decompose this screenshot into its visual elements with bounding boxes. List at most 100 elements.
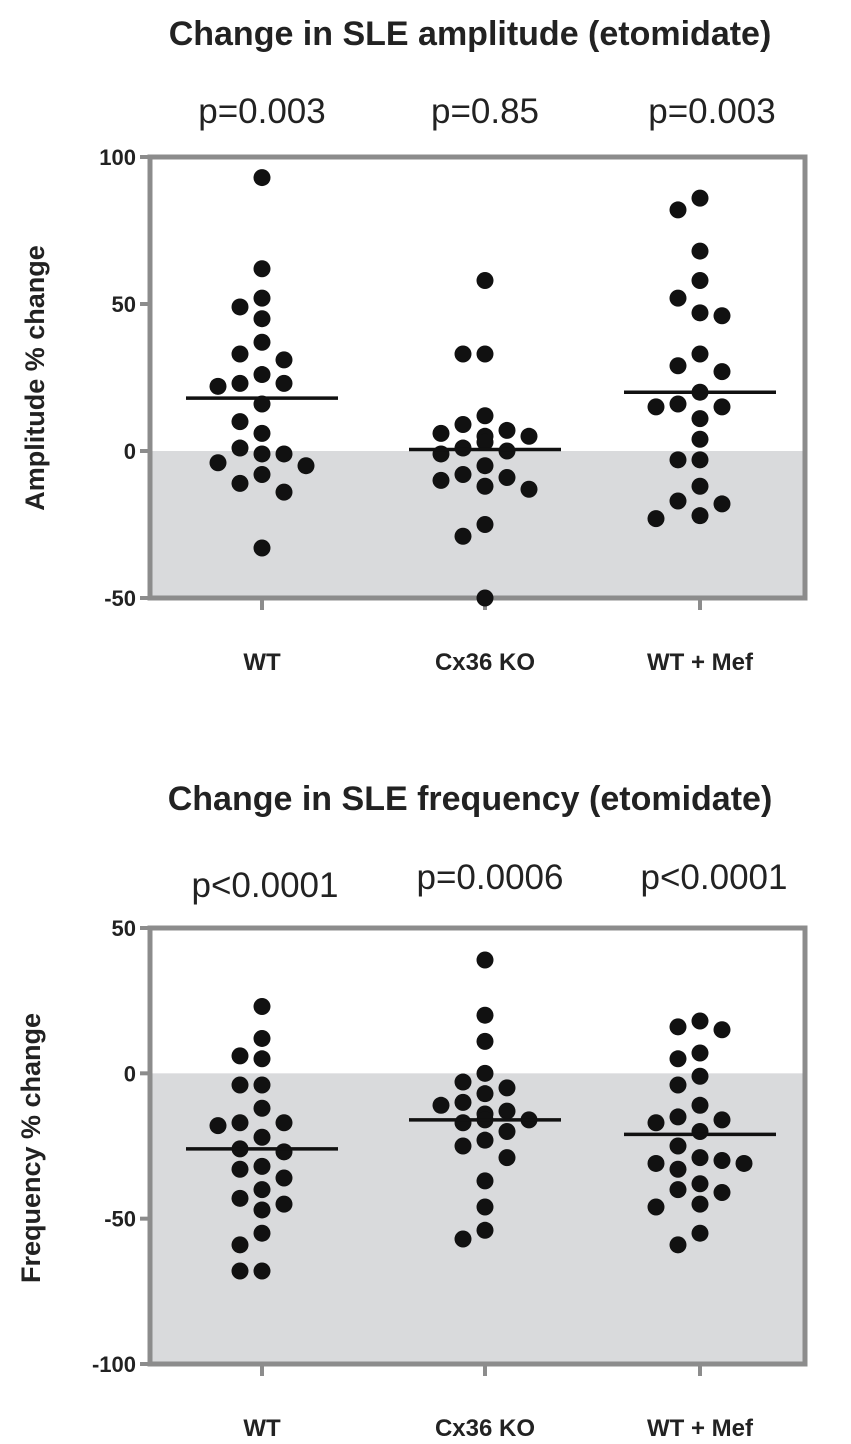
amplitude-y-ticks: -50 0 50 100 — [99, 145, 150, 611]
data-point — [691, 451, 709, 469]
data-point — [275, 1143, 293, 1161]
amplitude-panel: Change in SLE amplitude (etomidate) p=0.… — [20, 15, 808, 676]
data-point — [476, 1064, 494, 1082]
data-point — [253, 445, 271, 463]
data-point — [669, 201, 687, 219]
data-point — [476, 433, 494, 451]
data-point — [253, 1224, 271, 1242]
data-point — [253, 289, 271, 307]
data-point — [253, 310, 271, 328]
y-tick-label: 0 — [124, 439, 136, 464]
data-point — [476, 457, 494, 475]
y-tick-label: 100 — [99, 145, 136, 170]
data-point — [253, 1262, 271, 1280]
data-point — [275, 351, 293, 369]
data-point — [275, 483, 293, 501]
data-point — [476, 1131, 494, 1149]
data-point — [253, 1050, 271, 1068]
data-point — [498, 1149, 516, 1167]
data-point — [669, 1181, 687, 1199]
data-point — [231, 1236, 249, 1254]
y-tick-label: -50 — [104, 1207, 136, 1232]
data-point — [691, 242, 709, 260]
data-point — [647, 1114, 665, 1132]
data-point — [231, 298, 249, 316]
data-point — [691, 1096, 709, 1114]
amplitude-pvalue-wt-mef: p=0.003 — [648, 92, 776, 131]
data-point — [275, 1169, 293, 1187]
frequency-y-axis-label: Frequency % change — [16, 1013, 46, 1283]
data-point — [253, 1029, 271, 1047]
data-point — [231, 439, 249, 457]
frequency-pvalue-cx36ko: p=0.0006 — [417, 858, 564, 897]
data-point — [713, 363, 731, 381]
data-point — [713, 1021, 731, 1039]
data-point — [669, 451, 687, 469]
data-point — [253, 1201, 271, 1219]
data-point — [209, 1117, 227, 1135]
data-point — [454, 416, 472, 434]
data-point — [253, 366, 271, 384]
data-point — [253, 424, 271, 442]
data-point — [691, 1044, 709, 1062]
x-category-label: WT + Mef — [647, 649, 754, 676]
data-point — [476, 477, 494, 495]
data-point — [476, 407, 494, 425]
amplitude-points — [209, 169, 731, 607]
data-point — [691, 304, 709, 322]
data-point — [669, 1108, 687, 1126]
data-point — [454, 527, 472, 545]
data-point — [713, 495, 731, 513]
data-point — [231, 1114, 249, 1132]
data-point — [691, 1122, 709, 1140]
data-point — [231, 1189, 249, 1207]
data-point — [691, 189, 709, 207]
data-point — [253, 539, 271, 557]
data-point — [253, 1099, 271, 1117]
data-point — [454, 1137, 472, 1155]
data-point — [253, 260, 271, 278]
amplitude-pvalue-cx36ko: p=0.85 — [431, 92, 539, 131]
data-point — [498, 1122, 516, 1140]
data-point — [713, 1111, 731, 1129]
data-point — [691, 1195, 709, 1213]
data-point — [691, 1224, 709, 1242]
data-point — [647, 1198, 665, 1216]
data-point — [275, 1195, 293, 1213]
y-tick-label: -50 — [104, 586, 136, 611]
data-point — [454, 1114, 472, 1132]
data-point — [231, 413, 249, 431]
data-point — [209, 377, 227, 395]
frequency-panel: Change in SLE frequency (etomidate) p<0.… — [16, 780, 808, 1442]
data-point — [498, 1079, 516, 1097]
data-point — [713, 398, 731, 416]
x-category-label: Cx36 KO — [435, 1415, 535, 1442]
data-point — [454, 1230, 472, 1248]
data-point — [691, 271, 709, 289]
x-category-label: WT — [243, 649, 281, 676]
data-point — [231, 1262, 249, 1280]
data-point — [713, 1152, 731, 1170]
frequency-y-ticks: -100 -50 0 50 — [92, 916, 150, 1377]
data-point — [647, 510, 665, 528]
data-point — [253, 1181, 271, 1199]
frequency-pvalue-wt: p<0.0001 — [192, 866, 339, 905]
data-point — [209, 454, 227, 472]
data-point — [691, 477, 709, 495]
data-point — [275, 1114, 293, 1132]
data-point — [454, 1093, 472, 1111]
data-point — [669, 1050, 687, 1068]
frequency-plot-frame — [147, 925, 808, 1367]
data-point — [454, 1073, 472, 1091]
data-point — [432, 424, 450, 442]
data-point — [476, 271, 494, 289]
data-point — [647, 398, 665, 416]
data-point — [432, 1096, 450, 1114]
data-point — [669, 1160, 687, 1178]
data-point — [476, 345, 494, 363]
data-point — [691, 345, 709, 363]
amplitude-chart-title: Change in SLE amplitude (etomidate) — [169, 15, 772, 53]
data-point — [231, 374, 249, 392]
data-point — [476, 1221, 494, 1239]
data-point — [647, 1154, 665, 1172]
